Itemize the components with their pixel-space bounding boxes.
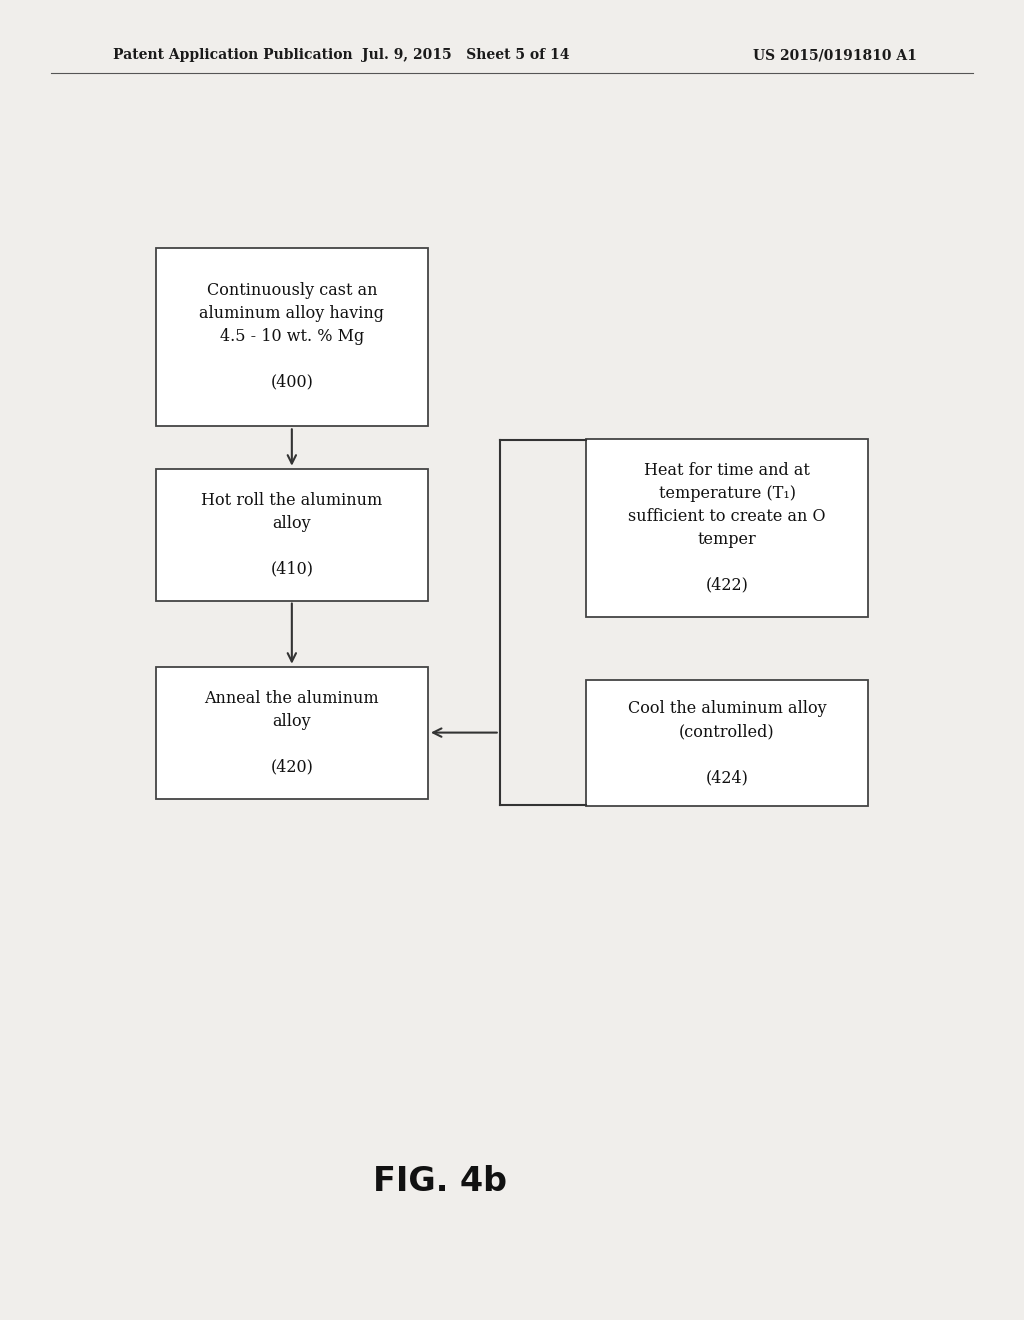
Text: Hot roll the aluminum
alloy

(410): Hot roll the aluminum alloy (410) bbox=[201, 492, 383, 577]
Text: Cool the aluminum alloy
(controlled)

(424): Cool the aluminum alloy (controlled) (42… bbox=[628, 701, 826, 785]
FancyBboxPatch shape bbox=[586, 681, 868, 805]
Text: US 2015/0191810 A1: US 2015/0191810 A1 bbox=[753, 49, 916, 62]
FancyBboxPatch shape bbox=[156, 248, 428, 425]
FancyBboxPatch shape bbox=[156, 667, 428, 799]
Text: Jul. 9, 2015   Sheet 5 of 14: Jul. 9, 2015 Sheet 5 of 14 bbox=[362, 49, 569, 62]
FancyBboxPatch shape bbox=[586, 438, 868, 618]
Text: FIG. 4b: FIG. 4b bbox=[374, 1166, 507, 1199]
Text: Anneal the aluminum
alloy

(420): Anneal the aluminum alloy (420) bbox=[205, 690, 379, 775]
Text: Patent Application Publication: Patent Application Publication bbox=[113, 49, 352, 62]
FancyBboxPatch shape bbox=[156, 469, 428, 601]
Text: Continuously cast an
aluminum alloy having
4.5 - 10 wt. % Mg

(400): Continuously cast an aluminum alloy havi… bbox=[200, 282, 384, 391]
Text: Heat for time and at
temperature (T₁)
sufficient to create an O
temper

(422): Heat for time and at temperature (T₁) su… bbox=[629, 462, 825, 594]
